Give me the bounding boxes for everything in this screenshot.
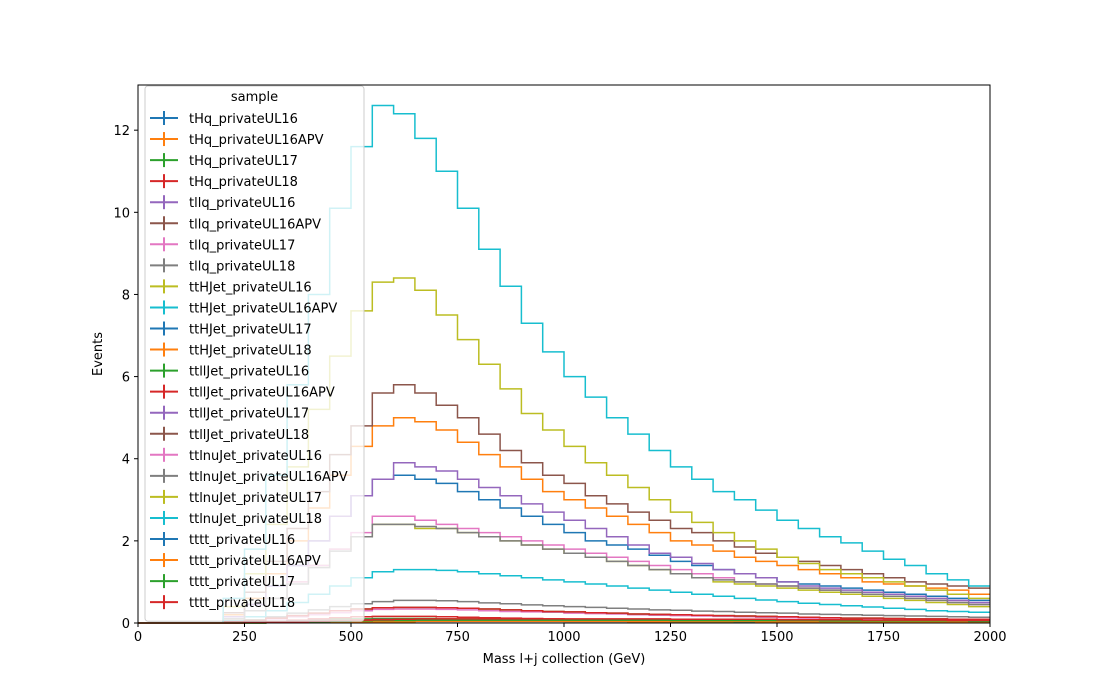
legend-label: tttt_privateUL18	[189, 596, 295, 611]
x-tick-label-5: 1250	[654, 630, 687, 645]
legend-label: ttHJet_privateUL18	[189, 344, 312, 359]
legend-label: ttHJet_privateUL16	[189, 280, 312, 295]
legend-item-4: tllq_privateUL16	[150, 195, 295, 211]
x-axis-label: Mass l+j collection (GeV)	[483, 652, 646, 667]
legend-item-19: ttlnuJet_privateUL18	[150, 510, 322, 527]
legend-item-7: tllq_privateUL18	[150, 258, 295, 274]
x-axis: 0 250 500 750 1000 1250 1500 1750 2000	[134, 623, 1007, 645]
legend-item-8: ttHJet_privateUL16	[150, 279, 312, 295]
legend-label: ttHJet_privateUL17	[189, 323, 312, 338]
legend-item-15: ttllJet_privateUL18	[150, 426, 309, 443]
legend-item-9: ttHJet_privateUL16APV	[150, 300, 337, 316]
legend-item-11: ttHJet_privateUL18	[150, 342, 312, 359]
x-tick-label-7: 1750	[867, 630, 900, 645]
legend-item-6: tllq_privateUL17	[150, 237, 295, 253]
y-tick-label-5: 10	[113, 206, 130, 221]
series-line-23	[138, 618, 990, 624]
legend-items: tHq_privateUL16 tHq_privateUL16APV tHq_pri…	[150, 111, 348, 611]
legend-label: tllq_privateUL16APV	[189, 217, 321, 232]
y-tick-label-4: 8	[122, 288, 130, 303]
legend-label: tllq_privateUL16	[189, 196, 295, 211]
legend-label: tHq_privateUL16APV	[189, 133, 324, 148]
x-tick-label-0: 0	[134, 630, 142, 645]
legend-label: ttllJet_privateUL18	[189, 428, 309, 443]
x-tick-label-3: 750	[445, 630, 470, 645]
legend-label: ttllJet_privateUL17	[189, 407, 309, 422]
legend-item-20: tttt_privateUL16	[150, 532, 295, 548]
legend-label: tttt_privateUL16	[189, 533, 295, 548]
legend-item-2: tHq_privateUL17	[150, 153, 298, 169]
legend-item-16: ttlnuJet_privateUL16	[150, 447, 322, 464]
legend-item-21: tttt_privateUL16APV	[150, 553, 321, 569]
legend-item-3: tHq_privateUL18	[150, 174, 298, 190]
legend-label: ttHJet_privateUL16APV	[189, 301, 337, 316]
legend-item-23: tttt_privateUL18	[150, 595, 295, 611]
legend-label: ttlnuJet_privateUL17	[189, 491, 322, 506]
legend-item-13: ttllJet_privateUL16APV	[150, 384, 335, 401]
legend-item-5: tllq_privateUL16APV	[150, 216, 321, 232]
legend-label: tHq_privateUL18	[189, 175, 298, 190]
x-tick-label-6: 1500	[760, 630, 793, 645]
y-tick-label-2: 4	[122, 453, 130, 468]
legend-label: tllq_privateUL18	[189, 259, 295, 274]
legend-item-17: ttlnuJet_privateUL16APV	[150, 468, 348, 485]
legend-label: tttt_privateUL16APV	[189, 554, 321, 569]
legend-title: sample	[231, 90, 278, 105]
legend-label: ttlnuJet_privateUL16APV	[189, 470, 348, 485]
y-tick-label-1: 2	[122, 535, 130, 550]
legend-label: tHq_privateUL16	[189, 112, 298, 127]
legend-label: ttllJet_privateUL16	[189, 365, 309, 380]
y-axis-label: Events	[91, 332, 106, 376]
y-tick-label-0: 0	[122, 617, 130, 632]
legend-item-10: ttHJet_privateUL17	[150, 321, 312, 338]
y-axis: 0 2 4 6 8 10 12	[113, 124, 138, 632]
legend-label: ttlnuJet_privateUL16	[189, 449, 322, 464]
legend-item-18: ttlnuJet_privateUL17	[150, 489, 322, 506]
legend-label: tllq_privateUL17	[189, 238, 295, 253]
legend-item-14: ttllJet_privateUL17	[150, 405, 309, 422]
legend-label: ttlnuJet_privateUL18	[189, 512, 322, 527]
legend-label: tttt_privateUL17	[189, 575, 295, 590]
legend-label: ttllJet_privateUL16APV	[189, 386, 335, 401]
y-tick-label-6: 12	[113, 124, 130, 139]
legend-item-22: tttt_privateUL17	[150, 574, 295, 590]
x-tick-label-4: 1000	[547, 630, 580, 645]
y-tick-label-3: 6	[122, 371, 130, 386]
legend-item-12: ttllJet_privateUL16	[150, 363, 309, 380]
x-tick-label-2: 500	[339, 630, 364, 645]
legend-label: tHq_privateUL17	[189, 154, 298, 169]
legend-item-1: tHq_privateUL16APV	[150, 132, 324, 148]
x-tick-label-1: 250	[232, 630, 257, 645]
x-tick-label-8: 2000	[973, 630, 1006, 645]
legend: sample tHq_privateUL16 tHq_privateUL16APV…	[144, 85, 365, 622]
legend-item-0: tHq_privateUL16	[150, 111, 298, 127]
legend-box	[144, 85, 365, 622]
